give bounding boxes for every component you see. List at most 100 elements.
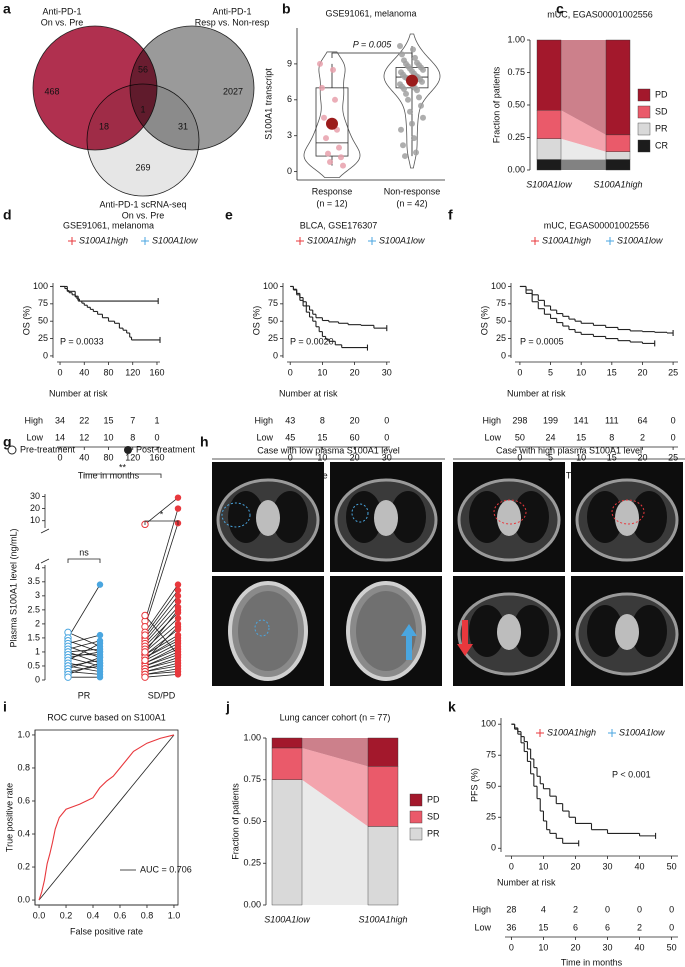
- panel-label: e: [225, 207, 233, 223]
- point: [338, 154, 344, 161]
- pair-line: [144, 659, 179, 670]
- risk-count: 0: [669, 922, 674, 932]
- significance-label: ns: [79, 547, 89, 557]
- legend-label: S100A1high: [547, 727, 596, 737]
- x-tick-label: 0.6: [114, 910, 127, 920]
- legend-swatch: [637, 88, 651, 102]
- risk-count: 24: [546, 432, 556, 442]
- y-tick-label: 50: [38, 316, 48, 326]
- x-tick-label: 25: [668, 367, 678, 377]
- risk-count: 50: [515, 432, 525, 442]
- risk-count: 298: [512, 415, 527, 425]
- y-tick-label: 0: [35, 674, 40, 684]
- pair-line: [67, 643, 101, 661]
- risk-count: 28: [506, 904, 516, 914]
- x-tick-label: S100A1low: [526, 179, 572, 189]
- y-axis-label: True positive rate: [4, 783, 14, 852]
- x-tick-label: 20: [570, 861, 580, 871]
- legend-swatch: [637, 139, 651, 153]
- x-tick-label: 15: [607, 367, 617, 377]
- risk-count: 141: [574, 415, 589, 425]
- flow: [302, 738, 368, 767]
- risk-title: Number at risk: [279, 388, 338, 398]
- risk-group: High: [472, 904, 491, 914]
- panel-label: j: [225, 699, 230, 715]
- risk-count: 2: [637, 922, 642, 932]
- x-tick-label: 40: [79, 367, 89, 377]
- pair-line: [144, 508, 179, 622]
- y-axis-label: Fraction of patients: [230, 783, 240, 860]
- panel-label: i: [3, 699, 7, 715]
- post-point: [96, 659, 104, 667]
- risk-group: Low: [474, 922, 491, 932]
- pair-line: [144, 668, 179, 675]
- risk-count: 20: [350, 415, 360, 425]
- pair-line: [144, 648, 179, 664]
- x-tick-label: 1.0: [168, 910, 181, 920]
- y-tick-label: 0.25: [243, 858, 261, 868]
- venn-count: 18: [99, 121, 109, 131]
- legend-label: S100A1low: [617, 235, 663, 245]
- y-tick-label: 50: [486, 781, 496, 791]
- point: [411, 135, 417, 142]
- legend-marker: [531, 237, 539, 245]
- y-tick-label: 100: [263, 281, 278, 291]
- y-tick-label: 1.00: [507, 34, 525, 44]
- point: [405, 96, 411, 103]
- y-tick-label: 0.75: [243, 774, 261, 784]
- risk-count: 15: [576, 432, 586, 442]
- flow: [561, 40, 606, 135]
- pair-line: [144, 623, 179, 653]
- venn-count: 31: [178, 121, 188, 131]
- y-tick-label: 3: [35, 590, 40, 600]
- chart-title: BLCA, GSE176307: [300, 220, 378, 230]
- x-tick-label: 80: [103, 452, 113, 462]
- x-tick-label: 30: [603, 942, 613, 952]
- flow: [302, 748, 368, 827]
- post-point: [96, 640, 104, 647]
- y-tick-label: 0.00: [243, 899, 261, 909]
- lesion-outline: [221, 502, 251, 528]
- legend-marker: [296, 237, 304, 245]
- x-tick-label: 20: [570, 942, 580, 952]
- pre-point: [141, 648, 149, 656]
- y-axis-label: Fraction of patients: [491, 66, 501, 143]
- y-tick-label: 6: [287, 94, 292, 104]
- panel-label: a: [3, 1, 11, 17]
- bar-segment: [271, 737, 303, 749]
- legend-marker: [606, 237, 614, 245]
- pair-line: [144, 651, 179, 667]
- post-point: [174, 598, 182, 605]
- risk-count: 0: [637, 904, 642, 914]
- risk-count: 8: [609, 432, 614, 442]
- y-tick-label: 0.0: [17, 894, 30, 904]
- bar-segment: [536, 39, 562, 111]
- y-tick-label: 0.4: [17, 828, 30, 838]
- pair-line: [144, 645, 179, 664]
- post-point: [96, 654, 104, 661]
- significance-label: **: [119, 462, 127, 472]
- x-tick-label: 0: [58, 367, 63, 377]
- y-tick-label: 1.0: [17, 729, 30, 739]
- y-axis-label: PFS (%): [469, 768, 479, 802]
- legend-label: PR: [655, 123, 668, 133]
- pair-line: [67, 671, 101, 675]
- risk-title: Number at risk: [49, 388, 108, 398]
- pair-line: [67, 657, 101, 670]
- pair-line: [144, 671, 179, 675]
- bar-segment: [271, 747, 303, 780]
- y-tick-label: 0.25: [507, 132, 525, 142]
- x-tick-label: 0: [509, 942, 514, 952]
- pair-line: [67, 657, 101, 667]
- post-point: [174, 615, 182, 622]
- post-point: [174, 587, 182, 594]
- legend-label: Post-treatment: [136, 444, 196, 454]
- risk-title: Number at risk: [507, 388, 566, 398]
- risk-group: Low: [256, 432, 273, 442]
- y-tick-label: 0.50: [507, 99, 525, 109]
- y-tick-label: 0.2: [17, 861, 30, 871]
- x-tick-label: 10: [576, 452, 586, 462]
- risk-group: High: [482, 415, 501, 425]
- venn-set-label: Anti-PD-1 scRNA-seq: [99, 199, 186, 209]
- venn-set: [86, 83, 200, 197]
